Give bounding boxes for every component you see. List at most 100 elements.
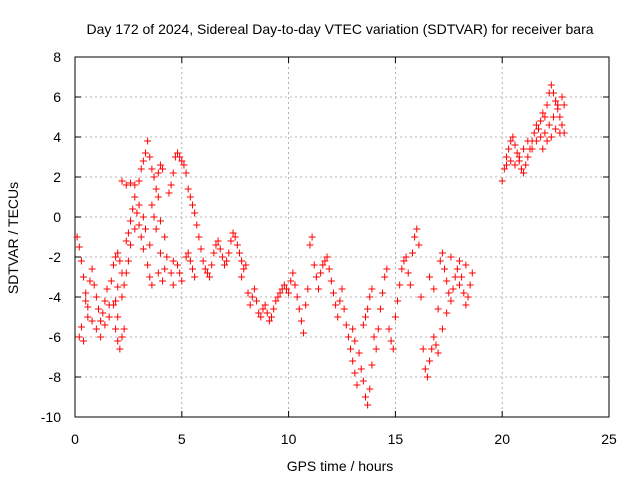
data-point [257,313,265,321]
data-point [344,333,352,341]
data-point [511,161,519,169]
data-point [101,321,109,329]
x-tick-label: 20 [494,431,510,447]
data-point [447,253,455,261]
data-point [342,321,350,329]
x-tick-label: 25 [601,431,617,447]
data-point [355,349,363,357]
data-point [148,165,156,173]
data-point [282,285,290,293]
data-point [112,325,120,333]
data-point [547,133,555,141]
data-point [112,253,120,261]
data-point [199,257,207,265]
data-point [197,245,205,253]
data-point [238,257,246,265]
data-point [543,101,551,109]
data-point [272,297,280,305]
data-point [127,241,135,249]
data-point [154,193,162,201]
data-point [366,293,374,301]
data-point [507,137,515,145]
data-point [432,341,440,349]
data-point [419,345,427,353]
data-point [438,325,446,333]
data-point [242,261,250,269]
data-point [434,305,442,313]
data-point [366,385,374,393]
data-point [178,277,186,285]
data-point [349,357,357,365]
data-point [430,333,438,341]
data-point [253,297,261,305]
data-point [530,129,538,137]
data-point [417,293,425,301]
data-point [216,245,224,253]
data-point [361,313,369,321]
data-point [502,161,510,169]
data-point [306,241,314,249]
data-point [188,265,196,273]
data-point [332,301,340,309]
data-point [423,373,431,381]
data-point [88,317,96,325]
data-point [161,233,169,241]
data-point [349,325,357,333]
data-point [552,125,560,133]
data-point [154,169,162,177]
data-point [238,273,246,281]
data-point [319,261,327,269]
data-point [156,217,164,225]
data-point [135,221,143,229]
data-point [114,313,122,321]
data-point [169,281,177,289]
data-point [169,169,177,177]
data-point [524,137,532,145]
y-axis-label: SDTVAR / TECUs [5,182,21,294]
data-point [105,313,113,321]
data-point [139,245,147,253]
y-tick-label: 4 [53,129,61,145]
data-point [428,345,436,353]
data-point [169,257,177,265]
data-point [265,317,273,325]
data-point [261,301,269,309]
data-point [139,213,147,221]
data-point [304,285,312,293]
data-point [443,277,451,285]
data-point [443,309,451,317]
data-point [558,93,566,101]
data-point [552,97,560,105]
data-point [325,265,333,273]
data-point [221,261,229,269]
data-point [120,281,128,289]
data-point [124,229,132,237]
data-point [338,285,346,293]
data-point [276,289,284,297]
data-point [144,137,152,145]
data-point [150,173,158,181]
data-point [532,137,540,145]
data-point [312,273,320,281]
data-point [127,179,135,187]
data-point [246,301,254,309]
data-point [120,325,128,333]
data-point [511,141,519,149]
data-point [154,269,162,277]
data-point [212,241,220,249]
data-point [558,121,566,129]
data-point [112,297,120,305]
data-point [159,165,167,173]
data-point [394,297,402,305]
data-point [413,225,421,233]
data-point [376,305,384,313]
data-point [498,177,506,185]
x-axis-ticks: 0 5 10 15 20 25 [71,57,617,447]
data-point [520,145,528,153]
data-point [300,329,308,337]
data-point [310,261,318,269]
data-point [317,269,325,277]
data-point [146,153,154,161]
data-point [255,309,263,317]
